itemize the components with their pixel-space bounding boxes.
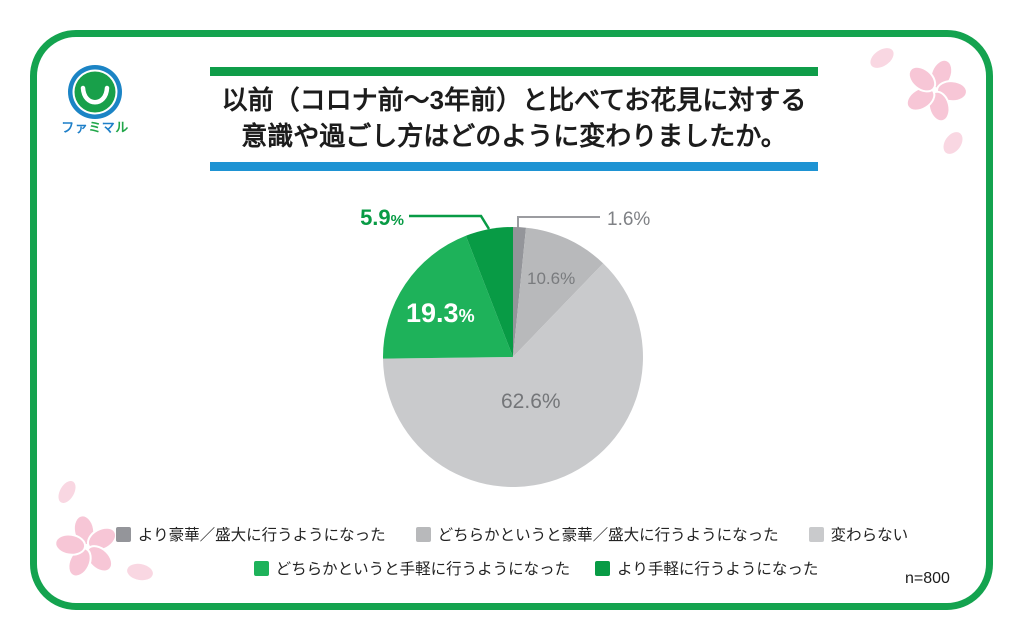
pie-slice-1: [513, 227, 604, 357]
title-block: 以前（コロナ前～3年前）と比べてお花見に対する 意識や過ごし方はどのように変わり…: [210, 67, 818, 171]
page-title: 以前（コロナ前～3年前）と比べてお花見に対する 意識や過ごし方はどのように変わり…: [210, 76, 818, 158]
legend-label: より豪華／盛大に行うようになった: [137, 527, 386, 544]
legend-item-somewhat-lavish: どちらかというと豪華／盛大に行うようになった: [415, 523, 779, 545]
legend-swatch-more-casual: [595, 560, 611, 576]
callout-line-5-9: [409, 214, 491, 230]
pie-label-more-casual: 5.9%: [360, 205, 404, 230]
legend-label: より手軽に行うようになった: [617, 561, 819, 578]
legend-swatch-somewhat-casual: [253, 560, 269, 576]
famimaru-smile-icon: [68, 65, 122, 119]
pie-label-somewhat-lavish: 10.6%: [527, 269, 576, 288]
pie-slice-3: [382, 235, 513, 359]
sakura-petal-icon: [870, 48, 894, 68]
legend-label: どちらかというと豪華／盛大に行うようになった: [437, 527, 779, 544]
title-line-1: 以前（コロナ前～3年前）と比べてお花見に対する: [221, 85, 807, 115]
pie-label-no-change: 62.6%: [501, 390, 561, 413]
legend-item-somewhat-casual: どちらかというと手軽に行うようになった: [253, 557, 571, 579]
sakura-decoration-top-right: [870, 48, 968, 154]
pie-slice-0: [513, 227, 526, 357]
legend-item-more-lavish: より豪華／盛大に行うようになった: [115, 523, 386, 545]
famimaru-logo-text: ファミマル: [61, 120, 129, 135]
sakura-flower-icon: [54, 514, 118, 578]
pie-slice-4: [465, 226, 513, 357]
legend-row-2: どちらかというと手軽に行うようになった より手軽に行うようになった: [24, 557, 1024, 579]
legend-row-1: より豪華／盛大に行うようになった どちらかというと豪華／盛大に行うようになった …: [0, 523, 1024, 545]
legend-swatch-somewhat-lavish: [415, 526, 431, 542]
sakura-petal-icon: [943, 132, 963, 154]
legend-label: 変わらない: [830, 527, 909, 544]
title-bottom-bar: [210, 162, 818, 171]
legend-item-more-casual: より手軽に行うようになった: [595, 557, 818, 579]
callout-line-1-6: [517, 216, 600, 228]
sakura-flower-icon: [905, 58, 968, 123]
sakura-petal-icon: [127, 563, 153, 581]
legend-label: どちらかというと手軽に行うようになった: [275, 561, 571, 578]
sakura-decoration-bottom-left: [54, 481, 153, 581]
pie-label-more-lavish: 1.6%: [607, 209, 651, 230]
legend-item-no-change: 変わらない: [808, 523, 909, 545]
sakura-petal-icon: [58, 481, 76, 503]
title-line-2: 意識や過ごし方はどのように変わりましたか。: [241, 121, 787, 151]
title-top-bar: [210, 67, 818, 76]
pie-slice-2: [383, 263, 643, 488]
sample-size: n=800: [905, 570, 950, 587]
legend-swatch-more-lavish: [115, 526, 131, 542]
green-rounded-frame: [30, 30, 993, 610]
famimaru-logo: ファミマル: [60, 64, 130, 135]
pie-label-somewhat-casual: 19.3%: [406, 298, 475, 328]
legend-swatch-no-change: [808, 526, 824, 542]
